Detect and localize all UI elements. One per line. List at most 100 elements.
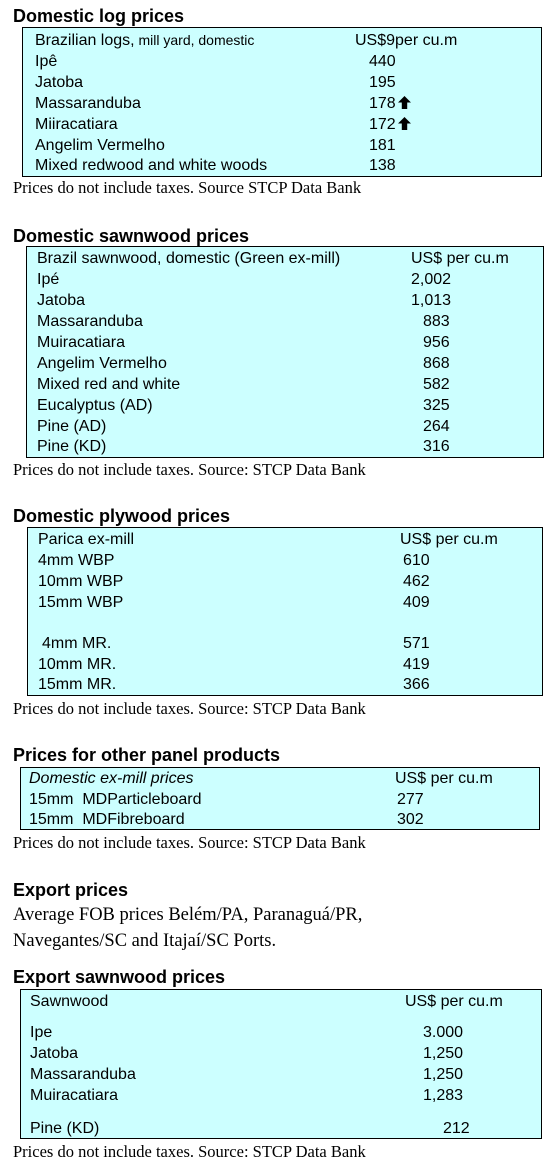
log-prices-note: Prices do not include taxes. Source STCP… (13, 178, 362, 197)
row-label: 15mm MR. (38, 676, 117, 693)
row-value: 2,002 (411, 271, 452, 288)
row-label: Angelim Vermelho (35, 137, 165, 154)
row-value: 409 (403, 594, 430, 611)
row-value: 868 (423, 355, 450, 372)
row-value: 264 (423, 418, 450, 435)
plywood-prices-table: Parica ex-mill US$ per cu.m 4mm WBP 610 … (27, 527, 543, 696)
table-header-row: Brazil sawnwood, domestic (Green ex-mill… (27, 248, 543, 269)
row-label: Massaranduba (35, 95, 141, 112)
up-arrow-icon (397, 96, 411, 109)
row-value: 582 (423, 376, 450, 393)
table-row: Pine (KD) 316 (27, 436, 543, 457)
table-header-label: Brazilian logs, (35, 32, 135, 49)
table-row: 10mm MR. 419 (28, 654, 542, 675)
table-row: 10mm WBP 462 (28, 571, 542, 592)
table-header-value: US$9per cu.m (355, 32, 458, 49)
export-sawnwood-heading: Export sawnwood prices (13, 967, 226, 987)
row-label: 10mm WBP (38, 573, 124, 590)
table-header-label: Parica ex-mill (38, 531, 135, 548)
table-row: Massaranduba 883 (27, 311, 543, 332)
row-label: Massaranduba (30, 1066, 136, 1083)
row-value: 440 (369, 53, 396, 70)
table-header-row: Sawnwood US$ per cu.m (21, 991, 541, 1012)
row-label: 15mm MDFibreboard (29, 811, 185, 828)
table-row: Ipé 2,002 (27, 269, 543, 290)
table-row: Pine (KD) 212 (21, 1118, 541, 1139)
table-row: Miiracatiara 172 (23, 114, 541, 135)
table-row: 4mm WBP 610 (28, 550, 542, 571)
export-sawnwood-table: Sawnwood US$ per cu.m Ipe 3.000 Jatoba 1… (20, 989, 542, 1139)
row-value: 325 (423, 397, 450, 414)
table-row: 15mm MDParticleboard 277 (21, 789, 539, 810)
row-value: 212 (443, 1120, 470, 1137)
table-row: 4mm MR. 571 (28, 633, 542, 654)
export-prices-text-line1: Average FOB prices Belém/PA, Paranaguá/P… (13, 905, 363, 925)
row-label: 4mm WBP (38, 552, 115, 569)
table-row: Pine (AD) 264 (27, 416, 543, 437)
row-value: 462 (403, 573, 430, 590)
table-row: Massaranduba 178 (23, 93, 541, 114)
row-value: 138 (369, 157, 396, 174)
row-label: Jatoba (30, 1045, 79, 1062)
row-value: 172 (369, 116, 396, 133)
table-row: Ipê 440 (23, 51, 541, 72)
row-label: Ipé (37, 271, 60, 288)
table-row: Jatoba 1,250 (21, 1043, 541, 1064)
table-header-row: Brazilian logs, mill yard, domestic US$9… (23, 30, 541, 51)
row-label: Angelim Vermelho (37, 355, 167, 372)
table-row: Jatoba 195 (23, 72, 541, 93)
row-label: 10mm MR. (38, 656, 117, 673)
table-header-sublabel: mill yard, domestic (134, 32, 255, 48)
export-prices-heading: Export prices (13, 880, 129, 900)
row-label: Mixed redwood and white woods (35, 157, 268, 174)
row-value: 181 (369, 137, 396, 154)
log-prices-table: Brazilian logs, mill yard, domestic US$9… (22, 27, 542, 177)
row-label: Pine (AD) (37, 418, 107, 435)
row-value: 1,250 (423, 1045, 464, 1062)
table-row: Angelim Vermelho 868 (27, 353, 543, 374)
panel-prices-heading: Prices for other panel products (13, 745, 281, 765)
row-label: 15mm MDParticleboard (29, 791, 202, 808)
table-row: 15mm WBP 409 (28, 592, 542, 613)
row-value: 956 (423, 334, 450, 351)
table-header-label: Sawnwood (30, 993, 109, 1010)
sawnwood-prices-heading: Domestic sawnwood prices (13, 226, 250, 246)
table-row: Massaranduba 1,250 (21, 1064, 541, 1085)
table-row: Mixed redwood and white woods 138 (23, 155, 541, 176)
row-label: Miiracatiara (35, 116, 118, 133)
row-label: 15mm WBP (38, 594, 124, 611)
row-label: Eucalyptus (AD) (37, 397, 153, 414)
row-value: 571 (403, 635, 430, 652)
up-arrow-icon (397, 117, 411, 130)
row-value: 277 (397, 791, 424, 808)
row-label: Massaranduba (37, 313, 143, 330)
table-header-value: US$ per cu.m (395, 770, 493, 787)
row-label: Jatoba (37, 292, 86, 309)
plywood-prices-heading: Domestic plywood prices (13, 506, 231, 526)
export-sawnwood-note: Prices do not include taxes. Source: STC… (13, 1142, 366, 1161)
row-value: 419 (403, 656, 430, 673)
row-value: 1,013 (411, 292, 452, 309)
panel-prices-table: Domestic ex-mill prices US$ per cu.m 15m… (20, 767, 540, 830)
table-header-row: Parica ex-mill US$ per cu.m (28, 529, 542, 550)
table-header-row: Domestic ex-mill prices US$ per cu.m (21, 768, 539, 789)
table-row: Angelim Vermelho 181 (23, 135, 541, 156)
row-label: Ipe (30, 1024, 53, 1041)
row-value: 316 (423, 438, 450, 455)
table-row: Muiracatiara 956 (27, 332, 543, 353)
export-prices-text-line2: Navegantes/SC and Itajaí/SC Ports. (13, 931, 277, 951)
log-prices-heading: Domestic log prices (13, 6, 185, 26)
row-label: Ipê (35, 53, 58, 70)
row-value: 610 (403, 552, 430, 569)
sawnwood-prices-note: Prices do not include taxes. Source: STC… (13, 460, 366, 479)
table-row: Muiracatiara 1,283 (21, 1085, 541, 1106)
table-row: Ipe 3.000 (21, 1022, 541, 1043)
table-row: 15mm MDFibreboard 302 (21, 809, 539, 830)
row-label: Muiracatiara (30, 1087, 119, 1104)
row-label: Mixed red and white (37, 376, 181, 393)
table-header-value: US$ per cu.m (411, 250, 509, 267)
table-header-label: Brazil sawnwood, domestic (Green ex-mill… (37, 250, 341, 267)
row-value: 1,250 (423, 1066, 464, 1083)
row-label: Muiracatiara (37, 334, 126, 351)
sawnwood-prices-table: Brazil sawnwood, domestic (Green ex-mill… (26, 246, 544, 458)
